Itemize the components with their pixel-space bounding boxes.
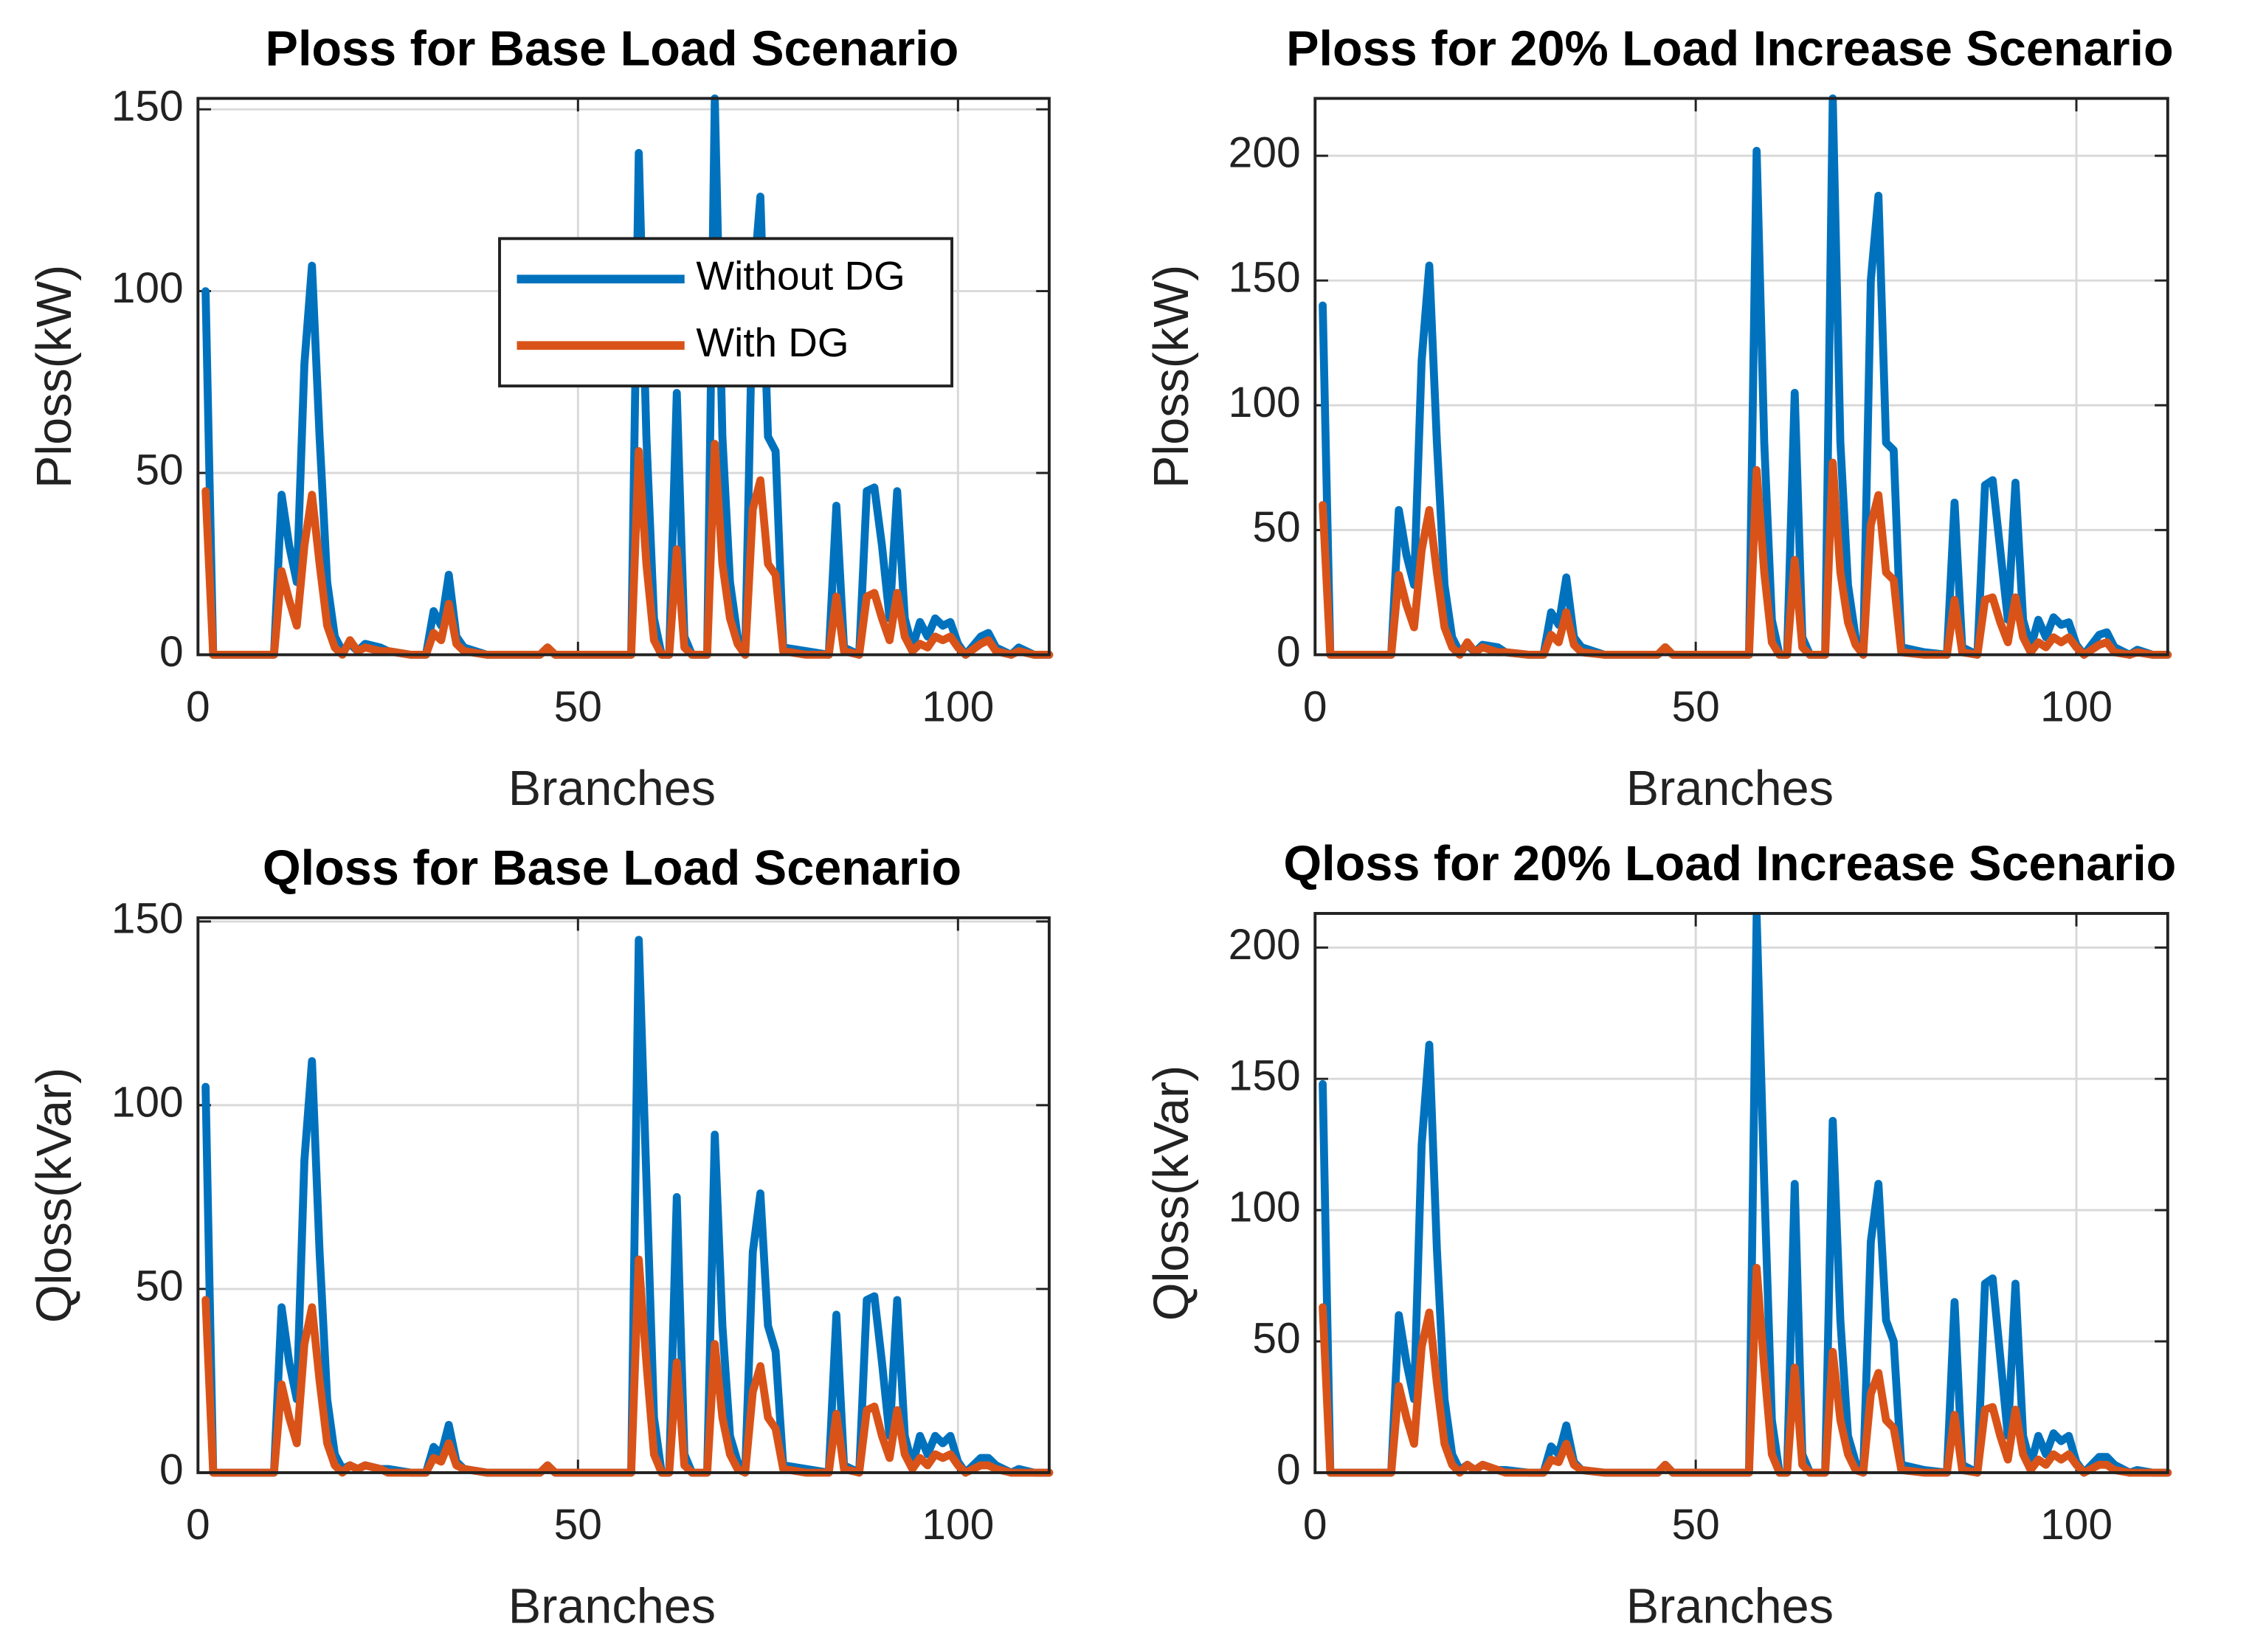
x-axis-label: Branches bbox=[508, 761, 716, 816]
y-tick-label: 50 bbox=[135, 1262, 183, 1310]
x-axis-label: Branches bbox=[1626, 761, 1834, 816]
chart-title: Qloss for 20% Load Increase Scenario bbox=[1283, 837, 2176, 891]
y-tick-label: 100 bbox=[111, 1078, 184, 1126]
y-tick-label: 200 bbox=[1229, 129, 1301, 177]
legend-label: Without DG bbox=[696, 253, 905, 299]
x-axis-label: Branches bbox=[1626, 1580, 1834, 1634]
x-axis-label: Branches bbox=[508, 1580, 716, 1634]
subplot: 0 50 100 150 0 50 100 Qloss for Base Load Scena… bbox=[27, 841, 1054, 1634]
legend-label: With DG bbox=[696, 319, 849, 365]
axes-box bbox=[196, 97, 1051, 657]
y-axis-label: Qloss(kVar) bbox=[27, 1068, 82, 1323]
chart-title: Ploss for 20% Load Increase Scenario bbox=[1286, 21, 2174, 76]
plot-area bbox=[1315, 98, 2168, 655]
axes-box bbox=[196, 916, 1051, 1474]
x-tick-label: 50 bbox=[554, 682, 602, 730]
chart-title: Qloss for Base Load Scenario bbox=[263, 841, 961, 896]
x-tick-label: 0 bbox=[186, 682, 210, 730]
x-tick-label: 100 bbox=[2040, 1501, 2113, 1549]
plot-area bbox=[198, 917, 1049, 1473]
y-axis-label: Qloss(kVar) bbox=[1144, 1065, 1199, 1321]
x-tick-label: 0 bbox=[1303, 1501, 1327, 1549]
x-tick-label: 0 bbox=[186, 1501, 210, 1549]
y-tick-label: 150 bbox=[111, 894, 184, 942]
y-tick-label: 50 bbox=[135, 446, 183, 494]
y-tick-label: 150 bbox=[111, 83, 184, 131]
y-tick-label: 200 bbox=[1229, 921, 1301, 969]
y-axis-label: Ploss(kW) bbox=[1144, 265, 1199, 488]
y-tick-label: 150 bbox=[1229, 254, 1301, 302]
legend: Without DG With DG bbox=[498, 237, 954, 388]
x-tick-label: 100 bbox=[922, 1501, 994, 1549]
x-tick-label: 0 bbox=[1303, 682, 1327, 730]
subplot: 0 50 100 150 200 0 50 100 Qloss for 20% Load Inc… bbox=[1144, 837, 2176, 1634]
y-axis-label: Ploss(kW) bbox=[27, 265, 82, 488]
x-tick-label: 100 bbox=[2040, 682, 2113, 730]
y-tick-label: 100 bbox=[111, 264, 184, 312]
x-tick-label: 100 bbox=[922, 682, 994, 730]
axes-box bbox=[1313, 97, 2169, 657]
legend-box bbox=[498, 237, 954, 388]
subplot: 0 50 100 150 0 50 100 Ploss for Base Load Scena… bbox=[27, 21, 1054, 816]
x-tick-label: 50 bbox=[1671, 682, 1719, 730]
subplot: 0 50 100 150 200 0 50 100 Ploss for 20% Load Inc… bbox=[1144, 21, 2174, 816]
x-tick-label: 50 bbox=[1671, 1501, 1719, 1549]
y-tick-label: 0 bbox=[1277, 1445, 1301, 1493]
y-tick-label: 100 bbox=[1229, 1183, 1301, 1231]
y-tick-label: 0 bbox=[159, 628, 184, 676]
y-tick-label: 50 bbox=[1252, 503, 1300, 551]
y-tick-label: 0 bbox=[159, 1445, 184, 1493]
x-tick-label: 50 bbox=[554, 1501, 602, 1549]
y-tick-label: 150 bbox=[1229, 1052, 1301, 1100]
axes-box bbox=[1313, 912, 2169, 1474]
plot-area bbox=[1315, 913, 2168, 1473]
y-tick-label: 50 bbox=[1252, 1315, 1300, 1363]
chart-title: Ploss for Base Load Scenario bbox=[266, 21, 959, 76]
y-tick-label: 0 bbox=[1277, 628, 1301, 676]
y-tick-label: 100 bbox=[1229, 379, 1301, 426]
